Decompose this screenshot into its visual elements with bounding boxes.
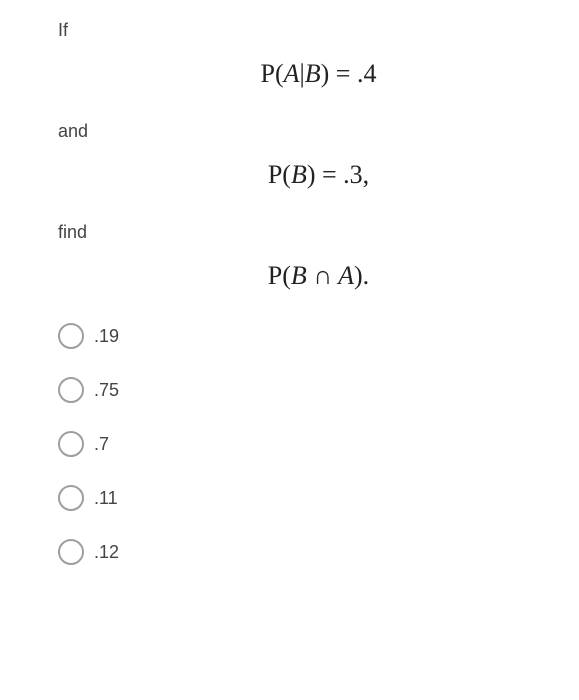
equation-3: P(B ∩ A). xyxy=(129,261,509,291)
option-label: .12 xyxy=(94,542,119,563)
equation-1: P(A|B) = .4 xyxy=(129,59,509,89)
option-label: .11 xyxy=(94,488,118,509)
radio-icon xyxy=(58,485,84,511)
option-label: .75 xyxy=(94,380,119,401)
option-row-3[interactable]: .11 xyxy=(58,485,579,511)
options-group: .19 .75 .7 .11 .12 xyxy=(58,323,579,565)
option-row-4[interactable]: .12 xyxy=(58,539,579,565)
option-row-1[interactable]: .75 xyxy=(58,377,579,403)
prompt-find: find xyxy=(58,222,579,243)
radio-icon xyxy=(58,431,84,457)
option-row-0[interactable]: .19 xyxy=(58,323,579,349)
radio-icon xyxy=(58,377,84,403)
option-label: .7 xyxy=(94,434,109,455)
equation-2: P(B) = .3, xyxy=(129,160,509,190)
prompt-if: If xyxy=(58,20,579,41)
prompt-and: and xyxy=(58,121,579,142)
option-row-2[interactable]: .7 xyxy=(58,431,579,457)
radio-icon xyxy=(58,323,84,349)
option-label: .19 xyxy=(94,326,119,347)
radio-icon xyxy=(58,539,84,565)
